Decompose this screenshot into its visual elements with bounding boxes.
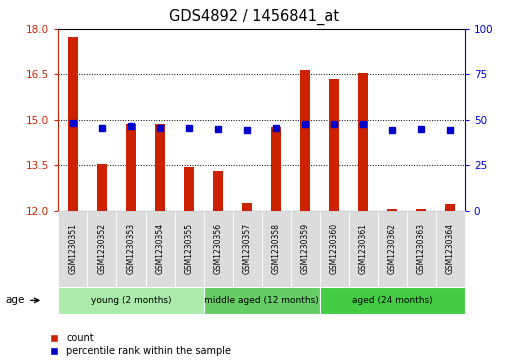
Text: GDS4892 / 1456841_at: GDS4892 / 1456841_at bbox=[169, 9, 339, 25]
Bar bbox=[155, 125, 165, 211]
Legend: count, percentile rank within the sample: count, percentile rank within the sample bbox=[51, 333, 231, 356]
Text: GSM1230357: GSM1230357 bbox=[243, 223, 251, 274]
Text: GSM1230355: GSM1230355 bbox=[184, 223, 194, 274]
Text: GSM1230352: GSM1230352 bbox=[98, 223, 107, 274]
Text: GSM1230358: GSM1230358 bbox=[272, 223, 280, 274]
Text: aged (24 months): aged (24 months) bbox=[352, 296, 432, 305]
Bar bbox=[387, 209, 397, 211]
Bar bbox=[126, 125, 136, 211]
Bar bbox=[271, 127, 281, 211]
Text: middle aged (12 months): middle aged (12 months) bbox=[204, 296, 319, 305]
Bar bbox=[242, 203, 252, 211]
Bar bbox=[68, 37, 78, 211]
Text: GSM1230360: GSM1230360 bbox=[330, 223, 339, 274]
Text: GSM1230361: GSM1230361 bbox=[359, 223, 368, 274]
Bar bbox=[358, 73, 368, 211]
Text: GSM1230363: GSM1230363 bbox=[417, 223, 426, 274]
Bar bbox=[416, 209, 426, 211]
Bar bbox=[445, 204, 455, 211]
Text: age: age bbox=[5, 295, 24, 305]
Text: GSM1230359: GSM1230359 bbox=[301, 223, 310, 274]
Text: GSM1230354: GSM1230354 bbox=[155, 223, 165, 274]
Text: GSM1230353: GSM1230353 bbox=[126, 223, 136, 274]
Text: GSM1230356: GSM1230356 bbox=[213, 223, 223, 274]
Bar bbox=[213, 171, 223, 211]
Bar bbox=[184, 167, 194, 211]
Text: GSM1230351: GSM1230351 bbox=[69, 223, 77, 274]
Text: GSM1230362: GSM1230362 bbox=[388, 223, 397, 274]
Bar bbox=[329, 79, 339, 211]
Text: young (2 months): young (2 months) bbox=[91, 296, 171, 305]
Text: GSM1230364: GSM1230364 bbox=[446, 223, 455, 274]
Bar bbox=[300, 70, 310, 211]
Bar bbox=[97, 164, 107, 211]
